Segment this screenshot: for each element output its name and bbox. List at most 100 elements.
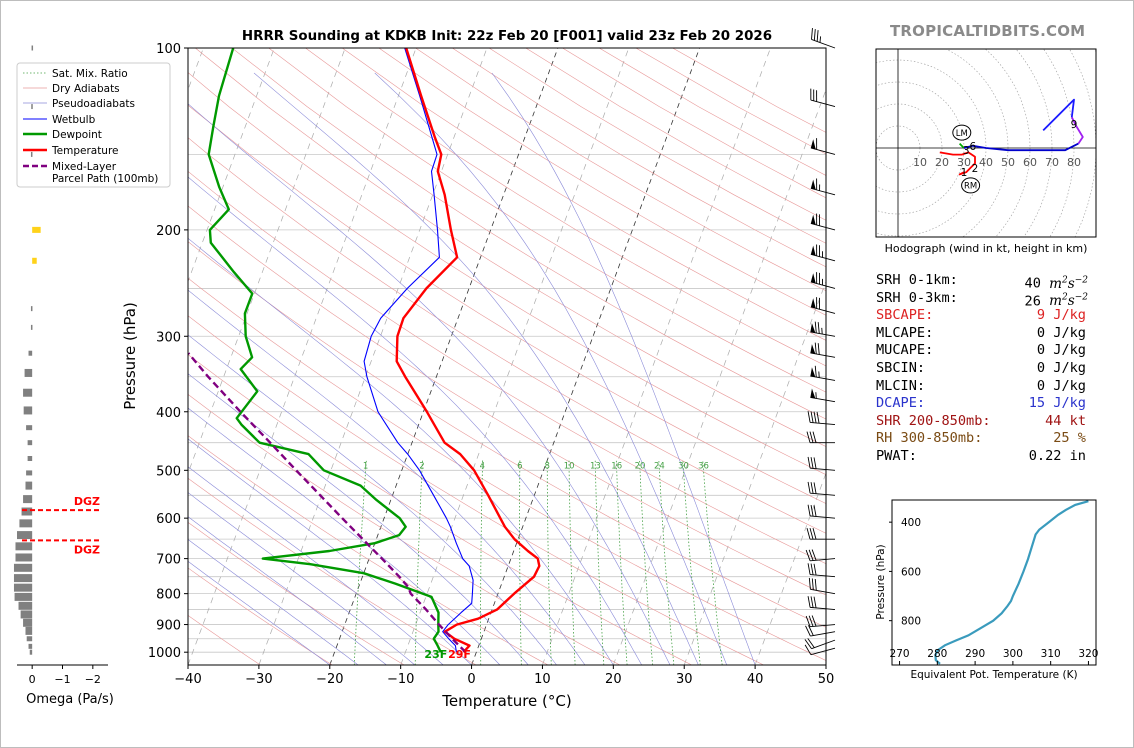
skewt-legend: Sat. Mix. Ratio Dry Adiabats Pseudoadiabat… bbox=[16, 62, 171, 188]
x-tick-label: −30 bbox=[245, 672, 272, 687]
dry-adiabat bbox=[305, 48, 826, 367]
omega-bar bbox=[23, 618, 33, 627]
legend-label: Pseudoadiabats bbox=[52, 98, 135, 110]
skewt-series bbox=[188, 48, 541, 654]
marker-circle bbox=[952, 124, 972, 141]
hodograph-height-label: 6 bbox=[969, 141, 976, 153]
mixing-ratio-line bbox=[594, 459, 605, 665]
mixing-ratio-label: 2 bbox=[419, 461, 424, 471]
omega-x-axis-label: Omega (Pa/s) bbox=[26, 692, 114, 707]
dry-adiabat bbox=[188, 277, 826, 661]
wind-barb bbox=[811, 28, 836, 49]
omega-bar bbox=[23, 495, 33, 504]
moist-adiabat bbox=[188, 539, 359, 665]
index-row: MUCAPE: 0 J/kg bbox=[876, 342, 1096, 360]
barb-feather bbox=[807, 638, 815, 648]
mixing-ratio-label: 1 bbox=[363, 461, 368, 471]
theta-e-line bbox=[934, 500, 1089, 665]
series-temperature bbox=[395, 48, 541, 654]
hodograph-ring-label: 30 bbox=[957, 156, 971, 169]
y-tick-label: 500 bbox=[156, 464, 181, 479]
skewt-frame bbox=[187, 47, 827, 666]
barb-shaft bbox=[810, 396, 836, 403]
moist-adiabat bbox=[188, 492, 415, 665]
omega-bar bbox=[14, 592, 33, 601]
omega-bar bbox=[15, 542, 33, 551]
surface-dewpoint-label: 23F bbox=[424, 648, 447, 661]
theta-e-x-tick-label: 270 bbox=[890, 648, 910, 660]
index-value: 0 J/kg bbox=[1036, 377, 1086, 394]
wind-barb bbox=[810, 388, 836, 403]
moist-adiabat bbox=[188, 334, 557, 665]
barb-flag bbox=[810, 388, 816, 399]
omega-bar bbox=[28, 643, 33, 649]
dry-adiabat bbox=[231, 48, 826, 420]
sounding-indices: SRH 0-1km: 40 m2s−2 SRH 0-3km: 26 m2s−2 SBCA… bbox=[876, 272, 1096, 466]
dry-adiabat bbox=[378, 48, 826, 316]
wind-barb bbox=[810, 138, 836, 155]
mixing-ratio-line bbox=[546, 459, 552, 665]
barb-feather bbox=[807, 596, 811, 608]
barb-feather bbox=[808, 625, 814, 636]
index-unit: m2s−2 bbox=[1049, 292, 1088, 310]
hodograph-ring-label: 10 bbox=[913, 156, 927, 169]
index-label: SBCIN: bbox=[876, 359, 926, 376]
dry-adiabat bbox=[188, 137, 826, 534]
omega-bar bbox=[21, 507, 33, 516]
mixing-ratio-line bbox=[615, 459, 628, 665]
barb-feather bbox=[812, 528, 817, 540]
wind-barb bbox=[806, 528, 835, 540]
wind-barb bbox=[807, 456, 836, 471]
x-tick-label: 30 bbox=[676, 672, 693, 687]
x-tick-label: 40 bbox=[747, 672, 764, 687]
moist-adiabat bbox=[188, 466, 444, 665]
barb-feather bbox=[813, 411, 817, 423]
barb-shaft bbox=[810, 606, 836, 611]
legend-label: Sat. Mix. Ratio bbox=[52, 68, 128, 80]
hodograph-ring-label: 80 bbox=[1067, 156, 1081, 169]
wind-barb bbox=[810, 365, 836, 381]
index-value: 0 J/kg bbox=[1036, 324, 1086, 341]
theta-e-x-tick-label: 280 bbox=[927, 648, 947, 660]
y-tick-label: 400 bbox=[156, 406, 181, 421]
wind-barbs bbox=[804, 28, 836, 656]
moist-adiabat bbox=[188, 289, 586, 665]
moist-adiabat bbox=[188, 237, 614, 665]
hodograph-height-label: 2 bbox=[972, 163, 979, 175]
index-value: 0 J/kg bbox=[1036, 342, 1086, 359]
index-row: SBCAPE: 9 J/kg bbox=[876, 307, 1096, 325]
theta-e-y-axis-label: Pressure (hPa) bbox=[875, 544, 887, 619]
y-tick-label: 200 bbox=[156, 224, 181, 239]
barb-feather bbox=[810, 482, 814, 494]
wind-barb bbox=[806, 431, 835, 444]
omega-bar bbox=[29, 649, 33, 655]
barb-flag bbox=[810, 245, 816, 256]
series-parcel-path bbox=[188, 352, 467, 654]
barb-feather bbox=[806, 528, 811, 540]
barb-feather bbox=[812, 431, 817, 443]
marker-label: LM bbox=[956, 129, 968, 139]
barb-feather bbox=[813, 482, 817, 494]
dry-adiabat bbox=[188, 614, 261, 665]
dry-adiabat bbox=[342, 48, 826, 341]
legend-label: Dewpoint bbox=[52, 129, 102, 141]
index-row: SBCIN: 0 J/kg bbox=[876, 360, 1096, 378]
x-tick-label: 20 bbox=[605, 672, 622, 687]
index-row: DCAPE: 15 J/kg bbox=[876, 395, 1096, 413]
mixing-ratio-line bbox=[702, 459, 723, 665]
barb-feather bbox=[817, 322, 820, 334]
omega-tick-label: −1 bbox=[54, 673, 70, 686]
omega-bar bbox=[27, 456, 33, 462]
moist-adiabat bbox=[253, 72, 699, 665]
omega-bar bbox=[30, 151, 33, 157]
index-value: 9 J/kg bbox=[1036, 307, 1086, 324]
omega-bar bbox=[30, 306, 33, 312]
barb-feather bbox=[810, 563, 814, 575]
legend-label: Parcel Path (100mb) bbox=[52, 173, 158, 185]
mixing-ratio-label: 24 bbox=[654, 461, 665, 471]
skewt-y-axis-label: Pressure (hPa) bbox=[121, 302, 139, 410]
moist-adiabat bbox=[188, 373, 529, 665]
legend-label: Mixed-Layer bbox=[52, 161, 117, 173]
dry-adiabat bbox=[188, 394, 621, 665]
moist-adiabat bbox=[188, 176, 642, 665]
